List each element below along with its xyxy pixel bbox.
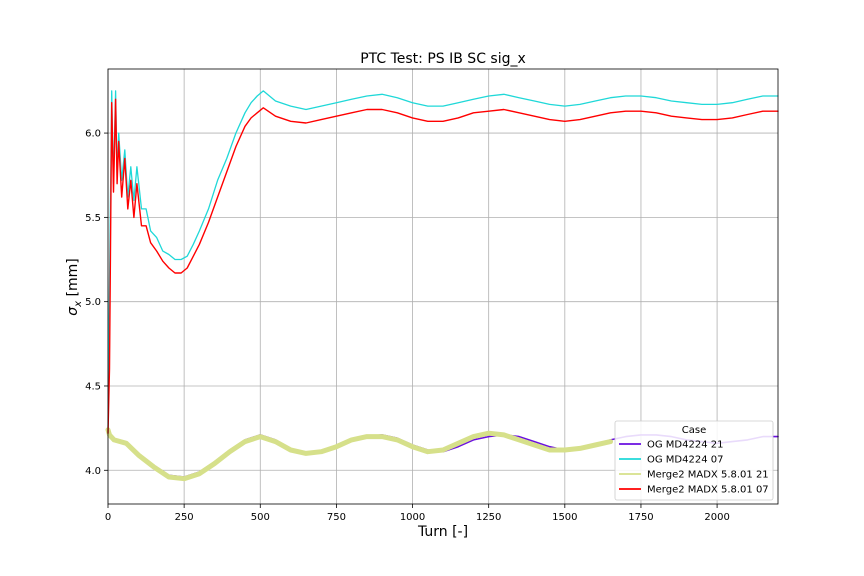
x-axis-label: Turn [-] xyxy=(417,524,468,540)
x-tick-label: 1500 xyxy=(552,512,577,523)
chart-title: PTC Test: PS IB SC sig_x xyxy=(360,51,526,67)
x-tick-label: 0 xyxy=(105,512,111,523)
y-tick-label: 5.0 xyxy=(85,297,101,308)
legend-label: Merge2 MADX 5.8.01 21 xyxy=(647,470,769,481)
y-tick-label: 6.0 xyxy=(85,129,101,140)
legend: Case OG MD4224 21 OG MD4224 07 Merge2 MADX… xyxy=(614,420,774,501)
x-tick-label: 500 xyxy=(251,512,270,523)
y-axis-label-subscript: x xyxy=(73,301,84,308)
x-tick-label: 750 xyxy=(327,512,346,523)
legend-label: OG MD4224 07 xyxy=(647,455,723,466)
y-axis-label: σx [mm] xyxy=(65,258,84,315)
series-line xyxy=(107,90,779,429)
y-tick-label: 5.5 xyxy=(85,213,101,224)
legend-label: Merge2 MADX 5.8.01 07 xyxy=(647,485,769,496)
y-axis-label-symbol: σ xyxy=(65,306,81,316)
plot-frame xyxy=(107,68,779,505)
ticks: 0 250 500 750 1000 1250 1500 1750 2000 4.0 4.5 5.0 5… xyxy=(85,129,730,523)
y-axis-label-unit: [mm] xyxy=(65,258,81,301)
x-tick-label: 1000 xyxy=(400,512,425,523)
y-tick-label: 4.5 xyxy=(85,381,101,392)
x-tick-label: 1250 xyxy=(476,512,501,523)
series-line xyxy=(107,98,779,434)
y-tick-label: 4.0 xyxy=(85,466,101,477)
x-tick-label: 2000 xyxy=(704,512,729,523)
legend-box xyxy=(614,420,774,501)
legend-label: OG MD4224 21 xyxy=(647,440,723,451)
x-tick-label: 250 xyxy=(175,512,194,523)
legend-title: Case xyxy=(682,425,706,436)
x-tick-label: 1750 xyxy=(628,512,653,523)
series-line xyxy=(105,427,613,482)
